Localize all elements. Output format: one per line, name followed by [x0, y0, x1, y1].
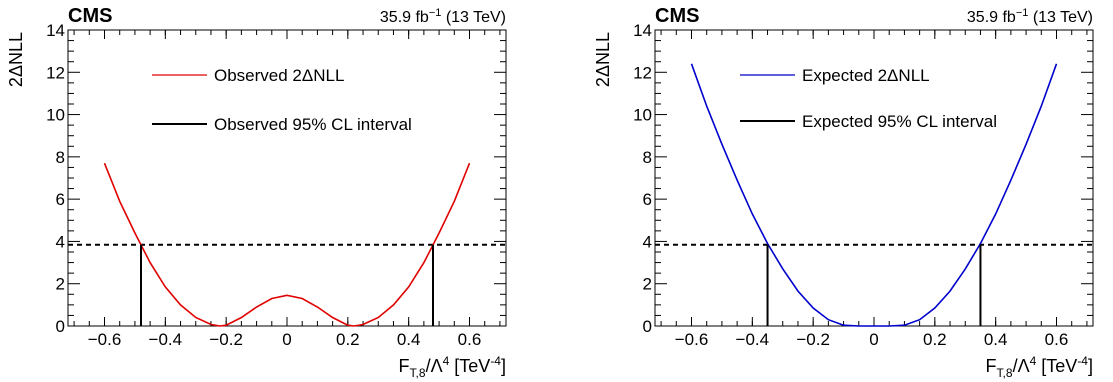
x-tick-label: −0.4	[149, 330, 183, 349]
chart-panel-2: −0.6 −0.4 −0.2 0 0.2 0.4 0.6 0 2 4 6 8 10 12 14 Expecte…	[593, 5, 1094, 380]
y-tick-label: 8	[643, 148, 652, 167]
x-tick-label: 0.6	[458, 330, 482, 349]
chart-panel-1: −0.6 −0.4 −0.2 0 0.2 0.4 0.6 0 2 4 6 8 10 12 14 Observe…	[6, 5, 507, 380]
legend-label-curve: Observed 2ΔNLL	[214, 66, 344, 85]
x-tick-label: 0.4	[984, 330, 1008, 349]
x-tick-label: 0.2	[336, 330, 360, 349]
y-tick-label: 10	[46, 106, 65, 125]
y-tick-label: 0	[56, 317, 65, 336]
x-tick-label: −0.6	[675, 330, 709, 349]
y-tick-label: 4	[643, 232, 652, 251]
experiment-label: CMS	[655, 5, 699, 27]
x-tick-label: 0	[282, 330, 291, 349]
y-tick-label: 4	[56, 232, 65, 251]
x-tick-label: −0.6	[88, 330, 122, 349]
y-tick-label: 12	[633, 63, 652, 82]
y-tick-label: 14	[633, 21, 652, 40]
x-tick-label: 0	[869, 330, 878, 349]
y-tick-label: 14	[46, 21, 65, 40]
legend-label-interval: Expected 95% CL interval	[802, 112, 997, 131]
y-tick-label: 8	[56, 148, 65, 167]
y-tick-label: 0	[643, 317, 652, 336]
series-line	[103, 162, 471, 327]
y-tick-label: 2	[643, 275, 652, 294]
y-tick-label: 10	[633, 106, 652, 125]
x-tick-label: −0.2	[796, 330, 830, 349]
lumi-label: 35.9 fb−1 (13 TeV)	[967, 7, 1093, 26]
x-tick-label: 0.4	[397, 330, 421, 349]
legend-label-curve: Expected 2ΔNLL	[802, 66, 930, 85]
x-axis-label: FT,8/Λ4 [TeV-4]	[399, 354, 506, 380]
series-line	[690, 63, 1058, 327]
y-tick-label: 12	[46, 63, 65, 82]
y-axis-label: 2ΔNLL	[6, 32, 26, 87]
y-tick-label: 2	[56, 275, 65, 294]
y-axis-label: 2ΔNLL	[593, 32, 613, 87]
y-tick-label: 6	[56, 190, 65, 209]
x-tick-label: 0.6	[1045, 330, 1069, 349]
x-tick-label: 0.2	[923, 330, 947, 349]
x-tick-label: −0.4	[736, 330, 770, 349]
legend-label-interval: Observed 95% CL interval	[214, 115, 412, 134]
experiment-label: CMS	[68, 5, 112, 27]
y-tick-label: 6	[643, 190, 652, 209]
x-tick-label: −0.2	[209, 330, 243, 349]
x-axis-label: FT,8/Λ4 [TeV-4]	[986, 354, 1093, 380]
lumi-label: 35.9 fb−1 (13 TeV)	[380, 7, 506, 26]
